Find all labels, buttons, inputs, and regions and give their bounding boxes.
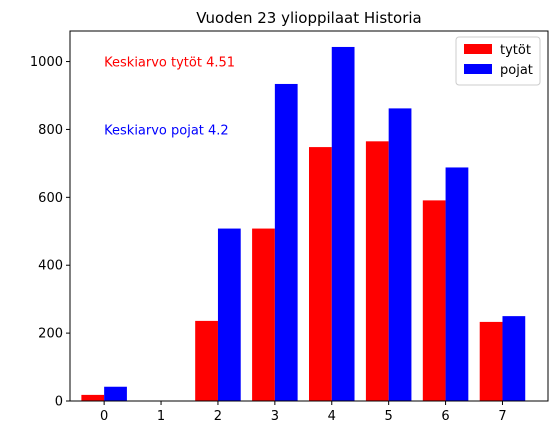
legend[interactable]: tytöt pojat bbox=[455, 36, 541, 86]
bar-pojat-6 bbox=[445, 167, 469, 401]
legend-label-pojat: pojat bbox=[500, 63, 533, 78]
x-tick-label-0: 0 bbox=[100, 409, 108, 424]
legend-label-tytöt: tytöt bbox=[500, 43, 531, 58]
bar-tytöt-4 bbox=[309, 147, 332, 401]
bar-pojat-2 bbox=[217, 228, 241, 401]
bar-tytöt-0 bbox=[81, 394, 105, 401]
x-tick-label-6: 6 bbox=[441, 409, 449, 424]
bar-tytöt-3 bbox=[252, 228, 275, 401]
annotation-1: Keskiarvo pojat 4.2 bbox=[104, 123, 229, 138]
bars bbox=[81, 46, 526, 401]
bar-pojat-3 bbox=[274, 83, 298, 401]
x-tick-label-1: 1 bbox=[157, 409, 165, 424]
x-tick-label-5: 5 bbox=[385, 409, 393, 424]
y-tick-label-200: 200 bbox=[38, 327, 63, 342]
x-tick-label-4: 4 bbox=[328, 409, 336, 424]
annotation-0: Keskiarvo tytöt 4.51 bbox=[104, 56, 235, 71]
y-tick-label-800: 800 bbox=[38, 123, 63, 138]
bar-tytöt-6 bbox=[422, 200, 446, 401]
bar-pojat-5 bbox=[388, 108, 412, 401]
x-tick-label-7: 7 bbox=[498, 409, 506, 424]
legend-swatch-tytöt bbox=[464, 44, 492, 54]
annotations: Keskiarvo tytöt 4.51 Keskiarvo pojat 4.2 bbox=[104, 56, 235, 139]
y-tick-label-400: 400 bbox=[38, 259, 63, 274]
y-tick-label-0: 0 bbox=[55, 395, 63, 410]
bar-tytöt-5 bbox=[365, 141, 389, 401]
x-tick-label-2: 2 bbox=[214, 409, 222, 424]
bar-tytöt-7 bbox=[479, 321, 503, 401]
plot-frame bbox=[69, 30, 549, 402]
bar-tytöt-2 bbox=[195, 320, 218, 401]
chart-title: Vuoden 23 ylioppilaat Historia bbox=[196, 9, 421, 27]
bar-pojat-4 bbox=[331, 46, 355, 401]
y-tick-label-1000: 1000 bbox=[30, 55, 63, 70]
y-tick-label-600: 600 bbox=[38, 191, 63, 206]
x-tick-label-3: 3 bbox=[271, 409, 279, 424]
axes: 0 1 2 3 4 5 6 7 0 200 400 600 800 1000 bbox=[30, 30, 549, 424]
legend-swatch-pojat bbox=[464, 64, 492, 74]
bar-pojat-0 bbox=[104, 386, 127, 401]
bar-pojat-7 bbox=[502, 316, 526, 401]
